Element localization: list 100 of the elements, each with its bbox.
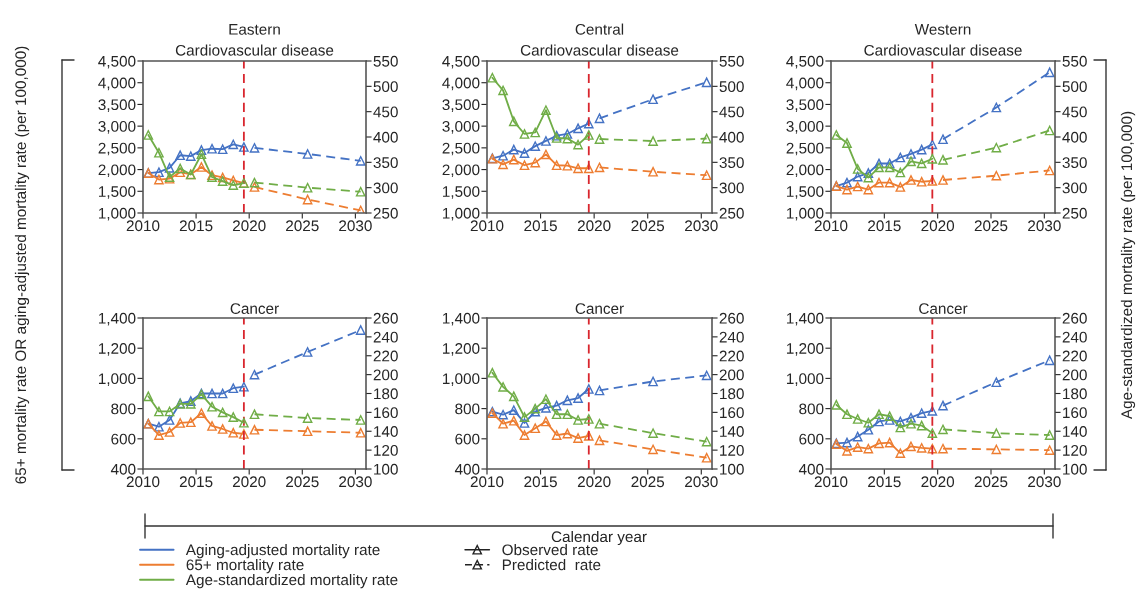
y2-tick-label: 140: [374, 426, 398, 437]
y-tick-label: 1,500: [98, 186, 136, 199]
y2-axis-title: Age-standardized mortality rate (per 100,000): [1120, 111, 1136, 420]
x-tick-label: 2025: [631, 220, 665, 232]
y2-tick-label: 250: [373, 207, 398, 219]
y-tick-label: 1,200: [442, 343, 480, 356]
y2-tick-label: 200: [719, 369, 744, 381]
y-tick-label: 3,000: [442, 121, 480, 134]
y-tick-label: 4,000: [442, 77, 480, 91]
y2-tick-label: 200: [373, 369, 398, 381]
y2-tick-label: 400: [373, 131, 398, 143]
y2-tick-label: 160: [374, 407, 398, 419]
chart-title: Western: [914, 24, 971, 35]
x-tick-label: 2030: [339, 220, 372, 232]
y-tick-label: 4,000: [786, 77, 824, 91]
y-tick-label: 600: [799, 433, 824, 445]
y-tick-label: 2,500: [786, 142, 824, 156]
chart-subtitle: Cardiovascular disease: [864, 44, 1022, 56]
y-tick-label: 800: [799, 403, 824, 415]
y-tick-label: 1,000: [786, 207, 824, 221]
y2-tick-label: 450: [1062, 106, 1087, 118]
y2-tick-label: 240: [373, 331, 398, 343]
y2-tick-label: 140: [1063, 426, 1087, 437]
y2-tick-label: 500: [373, 81, 398, 93]
y2-tick-label: 120: [1063, 444, 1087, 456]
y-tick-label: 600: [111, 433, 136, 445]
y2-tick-label: 240: [719, 331, 744, 343]
y-tick-label: 1,000: [98, 373, 136, 386]
y-tick-label: 1,200: [786, 343, 824, 356]
y-tick-label: 800: [111, 403, 136, 415]
y2-tick-label: 250: [719, 207, 744, 219]
x-tick-label: 2010: [470, 476, 504, 488]
chart-subtitle: Cardiovascular disease: [520, 44, 679, 56]
y-tick-label: 1,000: [442, 207, 480, 221]
y-axis-title: 65+ mortality rate OR aging-adjusted mortality rate (per 100,000): [14, 46, 30, 484]
y2-tick-label: 350: [719, 157, 744, 169]
x-tick-label: 2015: [524, 476, 557, 488]
y2-tick-label: 180: [374, 388, 398, 400]
legend-label: 65+ mortality rate: [186, 559, 304, 574]
y-tick-label: 400: [454, 463, 480, 475]
y-tick-label: 1,400: [98, 312, 136, 326]
x-tick-label: 2015: [179, 220, 213, 232]
x-tick-label: 2020: [921, 476, 955, 488]
y-tick-label: 3,500: [442, 99, 480, 112]
y-tick-label: 4,000: [98, 77, 136, 91]
y-tick-label: 2,000: [98, 164, 136, 178]
legend-label: Aging-adjusted mortality rate: [185, 544, 380, 559]
y-tick-label: 2,000: [786, 164, 824, 178]
x-tick-label: 2015: [524, 220, 557, 232]
y2-tick-label: 180: [720, 388, 744, 400]
x-tick-label: 2025: [631, 476, 665, 488]
y2-tick-label: 450: [719, 106, 744, 118]
legend-label: Age-standardized mortality rate: [185, 574, 398, 589]
x-tick-label: 2010: [814, 476, 848, 488]
y-tick-label: 400: [110, 463, 136, 475]
y-tick-label: 1,200: [98, 343, 136, 356]
y2-tick-label: 220: [1062, 350, 1087, 362]
x-tick-label: 2010: [126, 220, 160, 232]
x-tick-label: 2030: [685, 476, 718, 488]
y2-tick-label: 300: [719, 182, 744, 194]
x-tick-label: 2010: [814, 220, 848, 232]
x-tick-label: 2010: [470, 220, 504, 232]
chart-title: Cancer: [230, 303, 279, 314]
y2-tick-label: 220: [719, 350, 744, 362]
y2-tick-label: 400: [719, 131, 744, 143]
y-tick-label: 4,500: [786, 55, 824, 69]
y2-tick-label: 140: [720, 426, 744, 437]
y-tick-label: 2,500: [98, 142, 136, 156]
y2-tick-label: 550: [373, 55, 398, 67]
y2-tick-label: 400: [1062, 131, 1087, 143]
y2-tick-label: 100: [720, 463, 744, 475]
y-tick-label: 1,500: [786, 186, 824, 199]
x-tick-label: 2030: [1028, 220, 1061, 232]
y2-tick-label: 250: [1062, 207, 1087, 219]
y-tick-label: 3,500: [98, 99, 136, 112]
y-tick-label: 4,500: [442, 55, 480, 69]
y2-tick-label: 260: [719, 312, 744, 324]
x-tick-label: 2015: [868, 476, 901, 488]
y2-tick-label: 200: [1062, 369, 1087, 381]
y-tick-label: 4,500: [98, 55, 136, 69]
y-tick-label: 800: [455, 403, 480, 415]
y2-tick-label: 240: [1062, 331, 1087, 343]
y-tick-label: 1,000: [786, 373, 824, 386]
y-tick-label: 1,500: [442, 186, 480, 199]
y2-tick-label: 220: [373, 350, 398, 362]
x-tick-label: 2020: [921, 220, 955, 232]
y2-tick-label: 550: [1062, 55, 1087, 67]
y2-tick-label: 350: [1062, 157, 1087, 169]
x-tick-label: 2020: [577, 220, 611, 232]
chart-title: Cancer: [919, 303, 968, 314]
y-tick-label: 1,000: [442, 373, 480, 386]
chart-title: Central: [575, 23, 624, 35]
y-tick-label: 1,400: [442, 312, 480, 326]
x-tick-label: 2010: [126, 476, 160, 488]
x-tick-label: 2030: [685, 220, 718, 232]
x-tick-label: 2020: [577, 476, 611, 488]
x-tick-label: 2025: [974, 220, 1008, 232]
y-tick-label: 1,400: [786, 312, 824, 326]
y2-tick-label: 350: [373, 157, 398, 169]
y-tick-label: 3,000: [786, 121, 824, 134]
